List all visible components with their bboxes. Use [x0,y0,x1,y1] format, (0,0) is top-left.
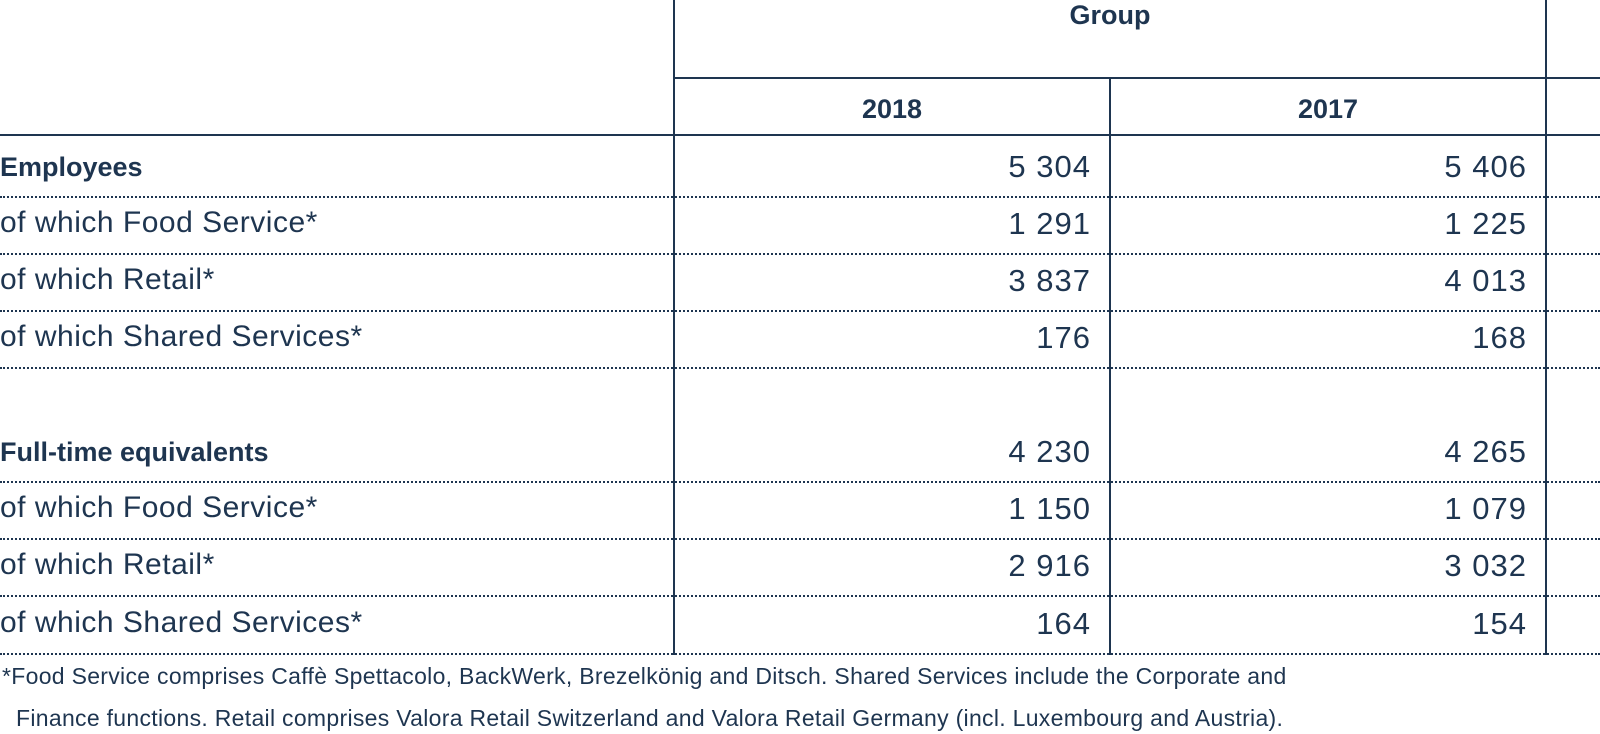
row-divider [0,481,1600,483]
column-divider-left [673,0,675,655]
fte-retail-2018: 2 916 [1008,548,1091,583]
fte-shared-services-label: of which Shared Services* [0,606,363,639]
row-divider [0,367,1600,369]
employees-shared-services-2018: 176 [1036,320,1091,355]
fte-shared-services-2018: 164 [1036,606,1091,641]
employees-retail-2018: 3 837 [1008,263,1091,298]
column-divider-middle [1109,78,1111,655]
year-header-2018: 2018 [861,94,923,124]
fte-retail-label: of which Retail* [0,548,215,581]
row-divider [0,653,1600,655]
header-bottom-rule [0,134,1600,136]
row-divider [0,310,1600,312]
fte-retail-2017: 3 032 [1444,548,1527,583]
fte-food-service-2017: 1 079 [1444,491,1527,526]
fte-label: Full-time equivalents [0,437,269,467]
employees-shared-services-2017: 168 [1472,320,1527,355]
employees-2017: 5 406 [1444,149,1527,184]
year-header-2017: 2017 [1297,94,1359,124]
row-divider [0,595,1600,597]
row-divider [0,253,1600,255]
fte-food-service-label: of which Food Service* [0,491,318,524]
employees-retail-label: of which Retail* [0,263,215,296]
fte-shared-services-2017: 154 [1472,606,1527,641]
fte-food-service-2018: 1 150 [1008,491,1091,526]
employees-food-service-2018: 1 291 [1008,206,1091,241]
row-divider [0,196,1600,198]
employees-shared-services-label: of which Shared Services* [0,320,363,353]
employees-2018: 5 304 [1008,149,1091,184]
group-header-rule [673,77,1600,79]
employees-food-service-label: of which Food Service* [0,206,318,239]
group-header: Group [1069,0,1151,30]
column-divider-right [1545,0,1547,655]
footnote-line-1: *Food Service comprises Caffè Spettacolo… [2,663,1287,689]
fte-2017: 4 265 [1444,434,1527,469]
row-divider [0,538,1600,540]
employees-food-service-2017: 1 225 [1444,206,1527,241]
employees-label: Employees [0,152,143,182]
footnote-line-2: Finance functions. Retail comprises Valo… [16,705,1284,731]
fte-2018: 4 230 [1008,434,1091,469]
employees-retail-2017: 4 013 [1444,263,1527,298]
